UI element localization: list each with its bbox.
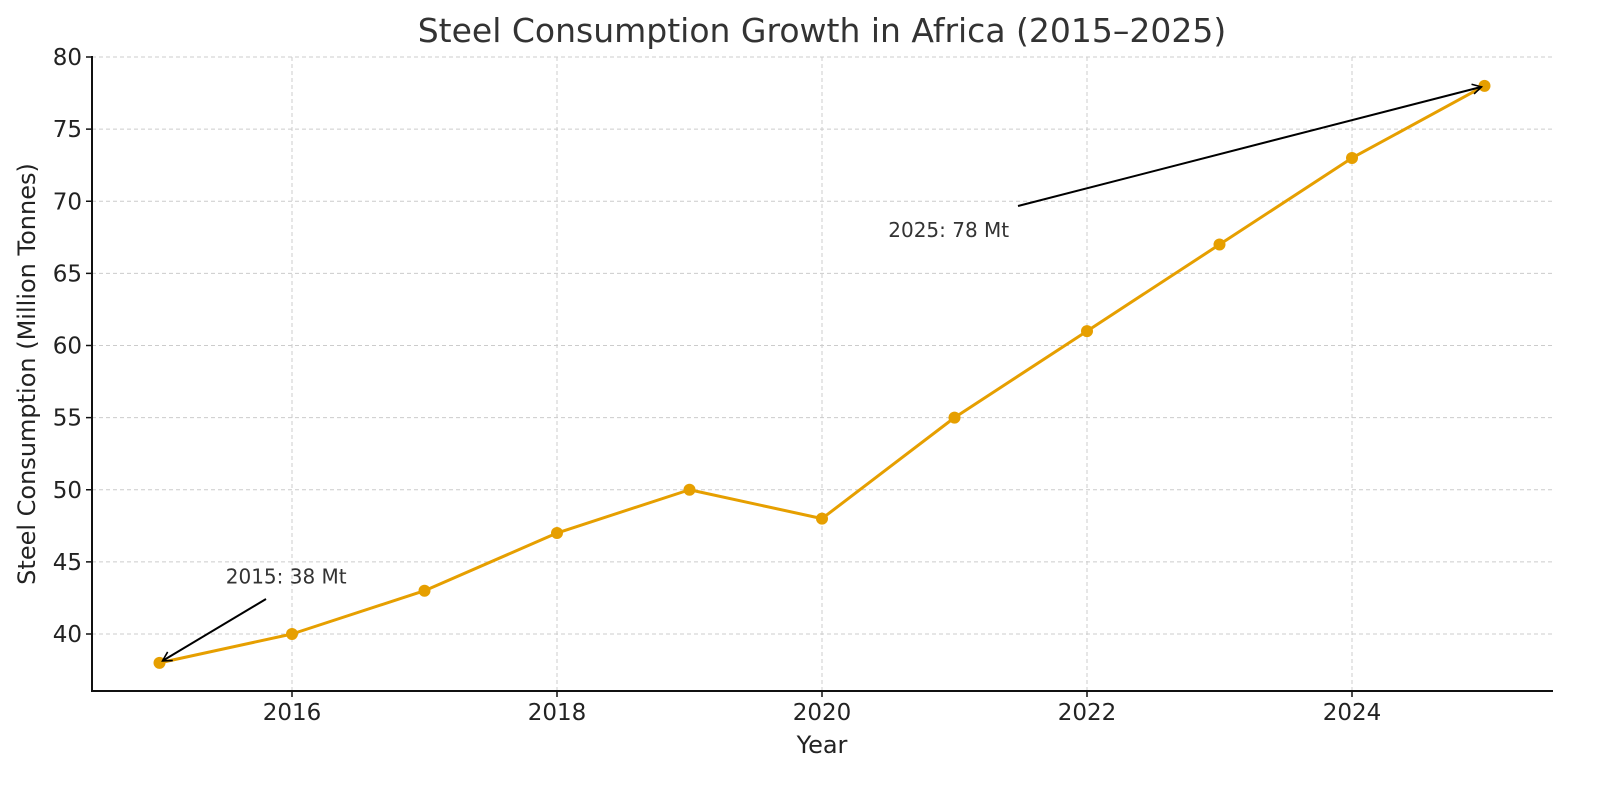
x-tick-label: 2024: [1323, 700, 1382, 726]
data-point: [1081, 325, 1093, 338]
y-tick-label: 50: [53, 478, 82, 504]
chart-title: Steel Consumption Growth in Africa (2015…: [418, 11, 1227, 50]
annotation-label: 2015: 38 Mt: [226, 564, 347, 588]
y-axis-label: Steel Consumption (Million Tonnes): [13, 163, 41, 585]
y-tick-label: 60: [53, 334, 82, 360]
data-point: [551, 527, 563, 540]
x-axis-label: Year: [796, 731, 848, 759]
data-point: [286, 628, 298, 640]
x-tick-label: 2022: [1058, 700, 1117, 726]
series: [153, 79, 1491, 669]
annotations: 2015: 38 Mt 2025: 78 Mt: [161, 83, 1484, 662]
data-point: [153, 656, 166, 669]
data-point: [1346, 151, 1358, 164]
annotation-label: 2025: 78 Mt: [888, 218, 1009, 242]
y-tick-label: 45: [53, 550, 82, 576]
y-tick-label: 55: [53, 406, 82, 432]
data-point: [683, 483, 696, 496]
annotation-arrow: [161, 598, 267, 662]
annotation-arrow: [1017, 83, 1484, 207]
y-tick-label: 70: [53, 189, 82, 215]
grid: [92, 56, 1553, 691]
data-point: [418, 584, 431, 597]
x-tick-label: 2016: [263, 700, 322, 726]
ticks: 40 45 50 55 60 65 70 75 80 2016 2018 2020 2022 2024: [53, 45, 1382, 726]
data-point: [1478, 79, 1491, 92]
y-tick-label: 80: [53, 45, 82, 71]
y-tick-label: 40: [53, 622, 82, 648]
y-tick-label: 75: [53, 117, 82, 143]
data-point: [816, 512, 828, 525]
y-tick-label: 65: [53, 261, 82, 287]
data-point: [948, 411, 961, 424]
x-tick-label: 2020: [793, 700, 852, 726]
x-tick-label: 2018: [528, 700, 587, 726]
data-point: [1213, 238, 1226, 251]
